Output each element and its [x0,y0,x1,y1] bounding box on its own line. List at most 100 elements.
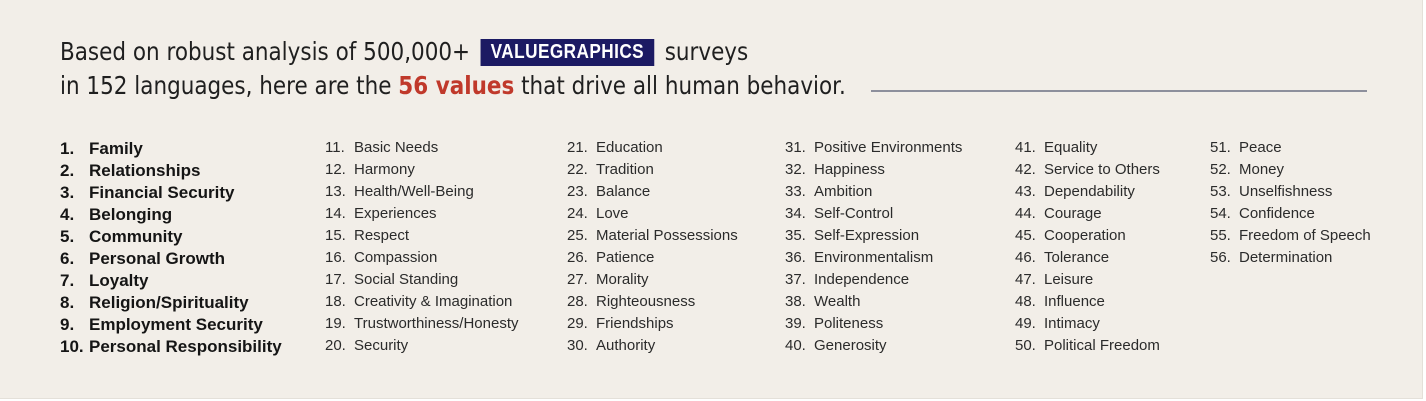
value-item: 2. Relationships [60,160,282,182]
value-item: 51. Peace [1210,137,1371,159]
value-number: 40. [785,337,806,354]
value-item: 53. Unselfishness [1210,181,1371,203]
value-number: 32. [785,161,806,178]
value-item: 3. Financial Security [60,182,282,204]
value-label: Family [89,139,143,158]
value-number: 22. [567,161,588,178]
value-label: Experiences [354,205,437,222]
value-number: 51. [1210,139,1231,156]
value-item: 17. Social Standing [325,269,519,291]
value-number: 39. [785,315,806,332]
value-item: 39. Politeness [785,313,962,335]
value-item: 4. Belonging [60,204,282,226]
value-number: 17. [325,271,346,288]
value-number: 4. [60,205,75,224]
value-label: Cooperation [1044,227,1126,244]
value-item: 6. Personal Growth [60,248,282,270]
value-number: 26. [567,249,588,266]
value-item: 12. Harmony [325,159,519,181]
value-number: 7. [60,271,75,290]
value-label: Politeness [814,315,884,332]
value-item: 42. Service to Others [1015,159,1160,181]
value-item: 10. Personal Responsibility [60,336,282,358]
values-column-2: 11. Basic Needs 12. Harmony 13. Health/Well-B… [325,137,519,357]
value-label: Dependability [1044,183,1135,200]
value-label: Confidence [1239,205,1315,222]
value-number: 38. [785,293,806,310]
value-number: 29. [567,315,588,332]
value-label: Harmony [354,161,415,178]
value-label: Courage [1044,205,1102,222]
value-label: Loyalty [89,271,149,290]
value-item: 24. Love [567,203,738,225]
values-column-3: 21. Education 22. Tradition 23. Balance 24. Lov… [567,137,738,357]
value-item: 14. Experiences [325,203,519,225]
value-item: 43. Dependability [1015,181,1160,203]
value-label: Morality [596,271,649,288]
value-item: 44. Courage [1015,203,1160,225]
value-label: Employment Security [89,315,263,334]
value-label: Material Possessions [596,227,738,244]
value-number: 5. [60,227,75,246]
value-item: 31. Positive Environments [785,137,962,159]
value-number: 45. [1015,227,1036,244]
value-number: 25. [567,227,588,244]
value-number: 24. [567,205,588,222]
value-label: Money [1239,161,1285,178]
value-label: Wealth [814,293,861,310]
value-number: 13. [325,183,346,200]
brand-badge: VALUEGRAPHICS [480,39,655,66]
value-number: 34. [785,205,806,222]
value-number: 8. [60,293,75,312]
value-label: Happiness [814,161,885,178]
headline-outro: that drive all human behavior. [521,71,846,100]
value-number: 16. [325,249,346,266]
value-item: 38. Wealth [785,291,962,313]
value-number: 53. [1210,183,1231,200]
headline-surveys: surveys [664,37,749,66]
value-label: Respect [354,227,410,244]
value-item: 5. Community [60,226,282,248]
value-label: Personal Responsibility [89,337,282,356]
value-item: 52. Money [1210,159,1371,181]
headline-line-1: Based on robust analysis of 500,000+ VAL… [60,35,846,69]
highlight-count: 56 values [398,71,515,100]
value-item: 8. Religion/Spirituality [60,292,282,314]
value-number: 48. [1015,293,1036,310]
value-item: 22. Tradition [567,159,738,181]
value-label: Generosity [814,337,887,354]
value-label: Leisure [1044,271,1094,288]
value-item: 47. Leisure [1015,269,1160,291]
value-number: 6. [60,249,75,268]
value-number: 47. [1015,271,1036,288]
value-item: 41. Equality [1015,137,1160,159]
value-item: 20. Security [325,335,519,357]
value-item: 7. Loyalty [60,270,282,292]
value-item: 26. Patience [567,247,738,269]
value-item: 54. Confidence [1210,203,1371,225]
value-item: 56. Determination [1210,247,1371,269]
value-number: 41. [1015,139,1036,156]
value-number: 11. [325,139,345,156]
value-item: 49. Intimacy [1015,313,1160,335]
divider-line [871,90,1367,92]
value-label: Unselfishness [1239,183,1333,200]
value-number: 42. [1015,161,1036,178]
value-label: Financial Security [89,183,235,202]
value-item: 15. Respect [325,225,519,247]
headline: Based on robust analysis of 500,000+ VAL… [60,35,846,103]
value-item: 19. Trustworthiness/Honesty [325,313,519,335]
value-number: 15. [325,227,346,244]
headline-line-2: in 152 languages, here are the 56 values… [60,69,846,103]
value-item: 27. Morality [567,269,738,291]
value-item: 33. Ambition [785,181,962,203]
value-number: 49. [1015,315,1036,332]
value-label: Social Standing [354,271,459,288]
value-number: 3. [60,183,75,202]
value-number: 21. [567,139,588,156]
values-column-1: 1. Family 2. Relationships 3. Financial Secur… [60,138,282,358]
value-label: Community [89,227,183,246]
value-item: 30. Authority [567,335,738,357]
value-number: 10. [60,337,84,356]
